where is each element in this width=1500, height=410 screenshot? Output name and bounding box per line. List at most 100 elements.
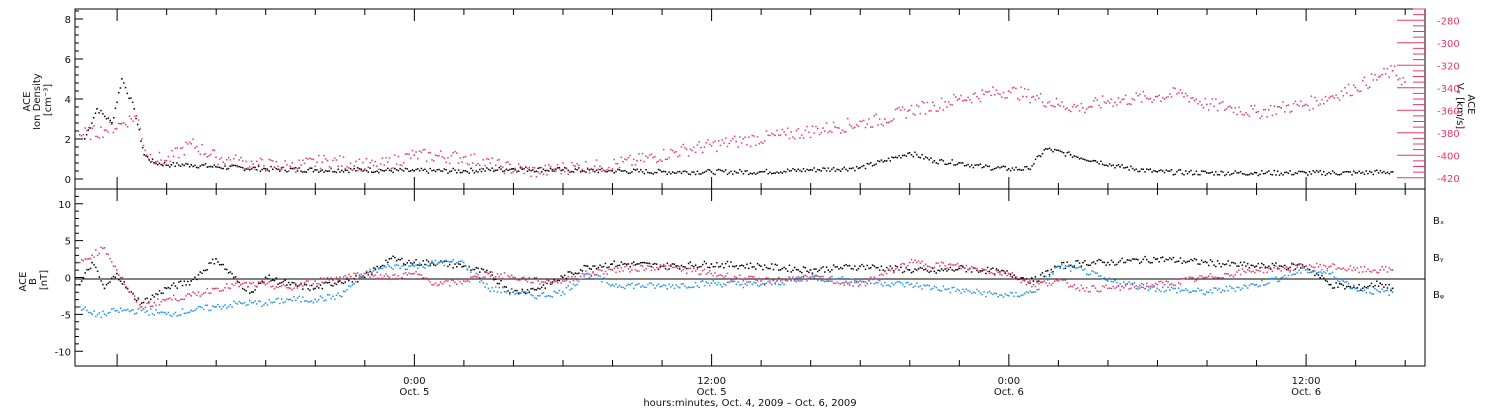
data-point	[1330, 172, 1332, 175]
data-point	[657, 267, 660, 270]
data-point	[937, 162, 939, 165]
data-point	[1188, 171, 1191, 173]
data-point	[282, 166, 285, 168]
data-point	[831, 168, 833, 171]
data-point	[1264, 172, 1267, 175]
data-point	[1101, 261, 1104, 264]
data-point	[1177, 287, 1180, 290]
data-point	[507, 169, 509, 172]
data-point	[986, 291, 989, 294]
data-point	[1287, 172, 1290, 175]
data-point	[634, 264, 637, 266]
data-point	[620, 170, 623, 172]
data-point	[1163, 284, 1166, 286]
data-point	[981, 268, 984, 270]
data-point	[1069, 110, 1072, 113]
data-point	[1269, 277, 1272, 280]
data-point	[1192, 259, 1194, 262]
data-point	[882, 161, 884, 163]
data-point	[735, 265, 738, 267]
data-point	[312, 158, 315, 161]
data-point	[484, 286, 486, 288]
data-point	[523, 291, 525, 294]
data-point	[279, 282, 281, 284]
data-point	[440, 170, 442, 172]
data-point	[737, 277, 739, 280]
data-point	[551, 170, 554, 172]
data-point	[415, 264, 417, 266]
data-point	[969, 267, 971, 269]
data-point	[392, 274, 394, 276]
data-point	[985, 164, 987, 166]
data-point	[834, 282, 837, 285]
data-point	[599, 168, 601, 171]
data-point	[466, 279, 469, 282]
data-point	[1218, 174, 1221, 176]
data-point	[1278, 174, 1281, 176]
data-point	[1117, 164, 1120, 166]
data-point	[946, 270, 948, 272]
data-point	[586, 265, 589, 268]
data-point	[590, 268, 592, 270]
data-point	[567, 173, 569, 175]
data-point	[1117, 97, 1120, 99]
data-point	[560, 294, 562, 297]
data-point	[898, 281, 900, 283]
data-point	[365, 169, 368, 172]
data-point	[517, 293, 520, 296]
data-point	[100, 109, 102, 112]
data-point	[781, 128, 784, 131]
data-point	[815, 274, 817, 276]
data-point	[836, 277, 838, 280]
data-point	[1340, 278, 1343, 281]
data-point	[613, 158, 615, 161]
data-point	[457, 162, 460, 164]
data-point	[935, 272, 938, 274]
data-point	[312, 170, 315, 173]
data-point	[310, 278, 313, 281]
data-point	[406, 274, 408, 276]
data-point	[1199, 275, 1201, 277]
data-point	[257, 165, 260, 168]
data-point	[261, 158, 263, 161]
data-point	[457, 169, 460, 171]
data-point	[1048, 147, 1051, 149]
data-point	[344, 290, 347, 293]
data-point	[1319, 170, 1321, 172]
data-point	[838, 127, 840, 129]
data-point	[730, 279, 732, 281]
data-point	[901, 262, 904, 265]
data-point	[606, 266, 608, 269]
data-point	[594, 165, 596, 167]
data-point	[728, 277, 730, 280]
data-point	[158, 151, 161, 154]
data-point	[1271, 262, 1274, 265]
data-point	[1232, 172, 1235, 175]
data-point	[1161, 96, 1164, 99]
data-point	[1360, 289, 1362, 292]
y-tick-label: 10	[58, 200, 71, 211]
data-point	[740, 170, 743, 173]
data-point	[332, 295, 334, 298]
data-point	[229, 303, 232, 306]
data-point	[402, 263, 405, 265]
data-point	[758, 285, 761, 288]
data-point	[1002, 165, 1005, 167]
data-point	[310, 167, 313, 169]
data-point	[1167, 259, 1169, 261]
data-point	[163, 162, 166, 164]
data-point	[878, 118, 881, 120]
data-point	[1184, 261, 1187, 264]
data-point	[457, 260, 460, 263]
data-point	[790, 280, 792, 282]
data-point	[369, 276, 371, 278]
data-point	[335, 171, 338, 174]
data-point	[684, 285, 686, 287]
data-point	[349, 285, 352, 288]
data-point	[1344, 171, 1346, 173]
data-point	[289, 298, 292, 301]
data-point	[1160, 169, 1162, 171]
data-point	[1050, 271, 1053, 274]
data-point	[875, 281, 877, 284]
data-point	[940, 261, 943, 263]
